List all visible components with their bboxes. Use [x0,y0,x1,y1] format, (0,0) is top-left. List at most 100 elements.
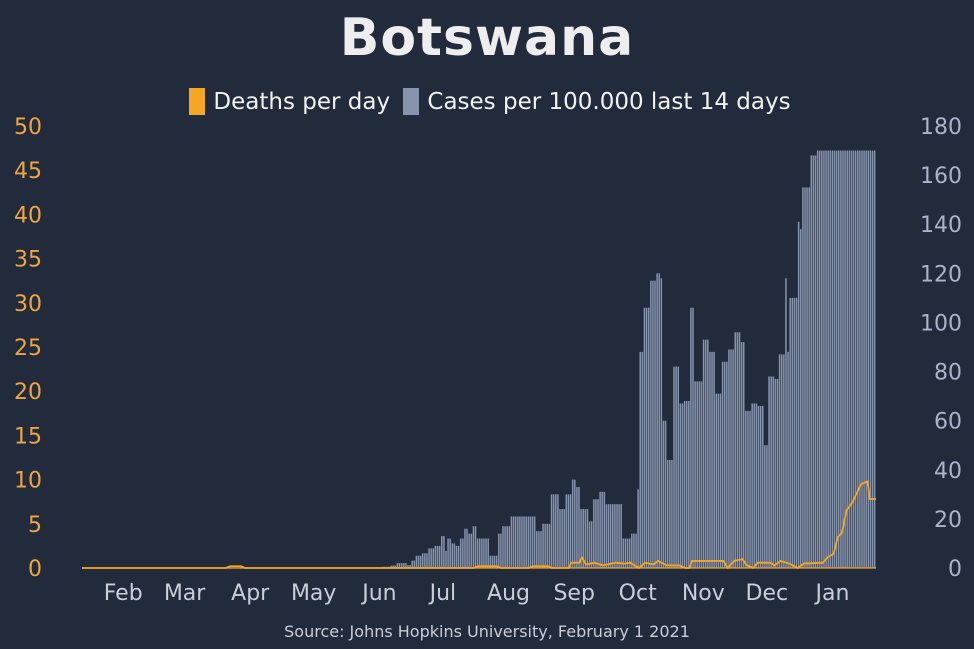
cases-bar [840,150,842,568]
x-axis-tick-label: Apr [231,581,270,606]
cases-bar [637,489,639,568]
cases-bar [734,332,737,568]
x-axis-tick-label: Sep [553,581,594,606]
cases-bar [768,376,770,568]
cases-bar [806,187,808,568]
cases-bar [861,150,863,568]
cases-bar [576,486,578,568]
cases-bar [707,339,709,568]
cases-bar [835,150,838,568]
left-axis-tick-label: 10 [14,469,42,494]
cases-bar [421,553,424,568]
left-axis-tick-label: 30 [14,292,42,317]
cases-bar [580,509,582,568]
cases-bar [542,523,544,568]
cases-bar [717,393,720,568]
x-axis-tick-label: Jun [360,581,396,606]
right-axis-tick-label: 180 [920,115,962,140]
cases-bar [624,538,627,568]
cases-bar [483,538,485,568]
cases-bar [740,342,743,568]
cases-bar [455,545,458,568]
cases-bar [474,526,477,568]
cases-bar [434,545,437,568]
cases-bar [510,516,513,568]
cases-bar [586,509,589,568]
cases-bar [559,509,561,568]
cases-bar [759,405,762,568]
cases-bar [631,533,633,568]
left-axis-tick-label: 45 [14,159,42,184]
cases-bar [618,504,620,568]
cases-bar [692,307,694,568]
cases-bar [633,533,635,568]
cases-bar [654,280,656,568]
cases-bar [417,555,420,568]
cases-bar [392,565,394,568]
cases-bar [409,565,411,568]
cases-bar [728,349,730,568]
cases-bar [438,545,441,568]
cases-bar [561,509,563,568]
cases-bar [681,403,684,568]
cases-bar [776,378,779,568]
cases-bar [709,351,711,568]
x-axis-tick-label: Mar [164,581,206,606]
left-axis-tick-label: 40 [14,203,42,228]
cases-bar [546,523,549,568]
cases-bar [411,560,413,568]
cases-bar [873,150,876,568]
cases-bar [789,297,791,568]
cases-bar [506,526,508,568]
cases-bar [639,351,641,568]
cases-bar [787,351,789,568]
cases-bar [628,538,631,568]
cases-bar [523,516,525,568]
cases-bar [749,410,751,568]
left-axis-tick-label: 20 [14,380,42,405]
cases-bar [557,494,559,568]
cases-bar [413,560,416,568]
cases-bar [675,366,677,568]
cases-bar [597,499,599,568]
x-axis-tick-label: Nov [682,581,725,606]
cases-bar [772,376,775,568]
cases-bar [842,150,844,568]
cases-bar [647,307,650,568]
cases-bar [462,538,464,568]
cases-bar [459,538,462,568]
right-axis-tick-label: 100 [920,311,962,336]
cases-bar [810,155,813,568]
cases-bar [538,531,540,568]
cases-bar [415,555,418,568]
cases-bar [736,332,739,568]
cases-bar [533,516,536,568]
cases-bar [457,545,460,568]
deaths-legend-swatch [189,88,206,115]
deaths-legend-label: Deaths per day [213,89,391,115]
cases-bar [694,381,696,568]
cases-bar [669,459,671,568]
cases-bar [517,516,519,568]
cases-bar [742,342,745,568]
cases-bar [502,526,504,568]
cases-bar [616,504,618,568]
cases-bar [479,538,481,568]
cases-bar [407,565,409,568]
cases-bar [531,516,534,568]
cases-bar [620,504,622,568]
right-axis-tick-label: 60 [934,410,962,435]
cases-bar [398,563,401,568]
cases-bar [529,516,532,568]
cases-bar [449,538,451,568]
cases-bar [622,538,625,568]
cases-bar [745,410,747,568]
cases-bar [574,479,576,568]
cases-bar [609,504,612,568]
cases-bar [812,155,815,568]
cases-bar [656,273,658,568]
cases-bar [563,509,565,568]
cases-bar [816,150,819,568]
cases-bar [432,548,435,568]
